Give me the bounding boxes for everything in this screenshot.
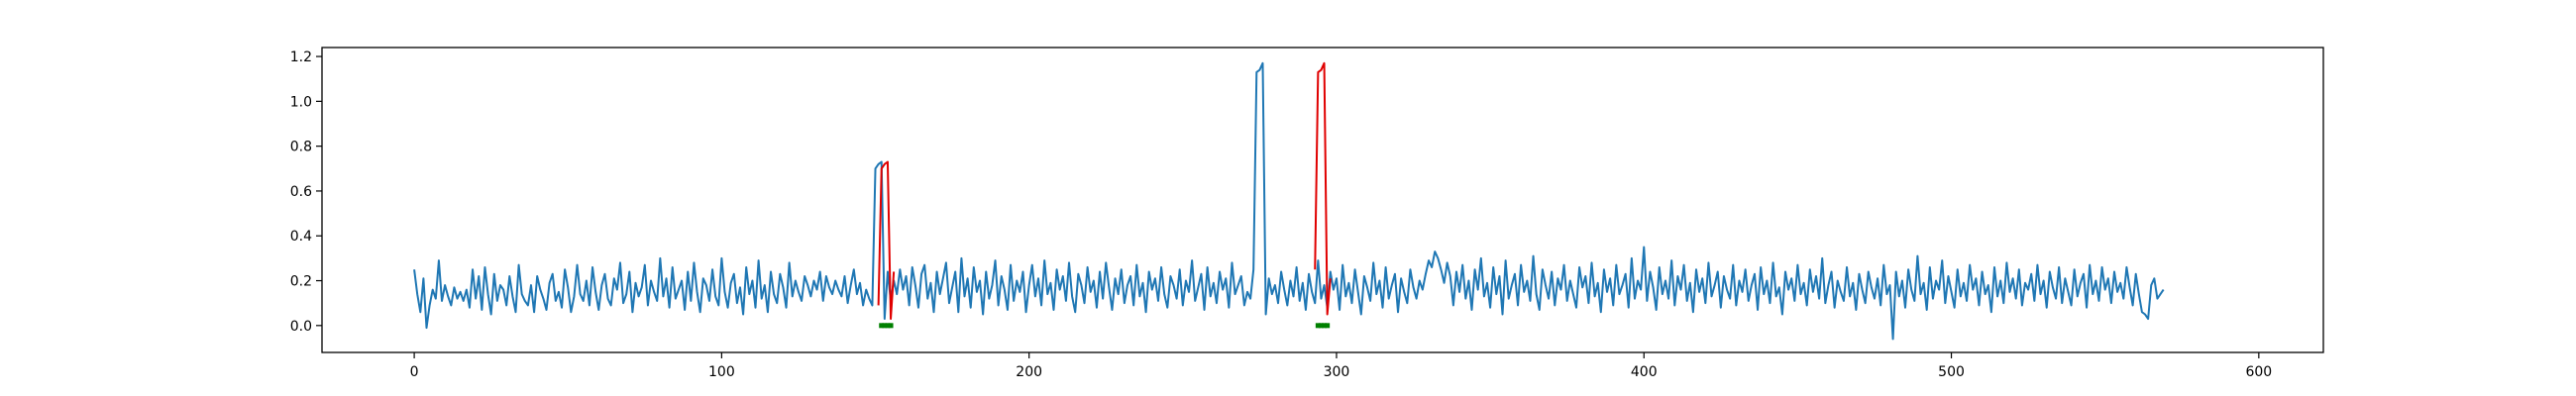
x-tick-label: 500 <box>1938 364 1965 380</box>
y-tick-label: 1.2 <box>290 50 312 65</box>
x-tick-label: 100 <box>708 364 735 380</box>
signal-line <box>413 61 2165 341</box>
x-tick-label: 300 <box>1324 364 1350 380</box>
marker-layer <box>879 323 1331 329</box>
x-tick-label: 0 <box>410 364 419 380</box>
x-tick-label: 600 <box>2245 364 2272 380</box>
anomaly-marker <box>1315 323 1321 329</box>
y-tick-label: 0.0 <box>290 319 312 335</box>
anomaly-marker <box>879 323 885 329</box>
x-tick-label: 200 <box>1016 364 1042 380</box>
y-tick-label: 0.2 <box>290 274 312 290</box>
anomaly-marker <box>882 323 888 329</box>
y-axis: 0.0 0.2 0.4 0.6 0.8 1.0 1.2 <box>290 50 322 335</box>
anomaly-marker <box>1318 323 1324 329</box>
plot-frame <box>321 47 2324 353</box>
y-tick-label: 1.0 <box>290 94 312 110</box>
anomaly-marker <box>888 323 894 329</box>
anomaly-line-2 <box>1314 61 1332 316</box>
y-tick-label: 0.6 <box>290 184 312 200</box>
anomaly-marker <box>1325 323 1331 329</box>
series-layer <box>413 61 2165 341</box>
y-tick-label: 0.4 <box>290 229 312 245</box>
x-axis: 0 100 200 300 400 500 600 <box>410 352 2272 380</box>
x-tick-label: 400 <box>1631 364 1658 380</box>
anomaly-line-1 <box>877 160 896 321</box>
anomaly-marker <box>1322 323 1328 329</box>
y-tick-label: 0.8 <box>290 140 312 155</box>
anomaly-marker <box>885 323 891 329</box>
